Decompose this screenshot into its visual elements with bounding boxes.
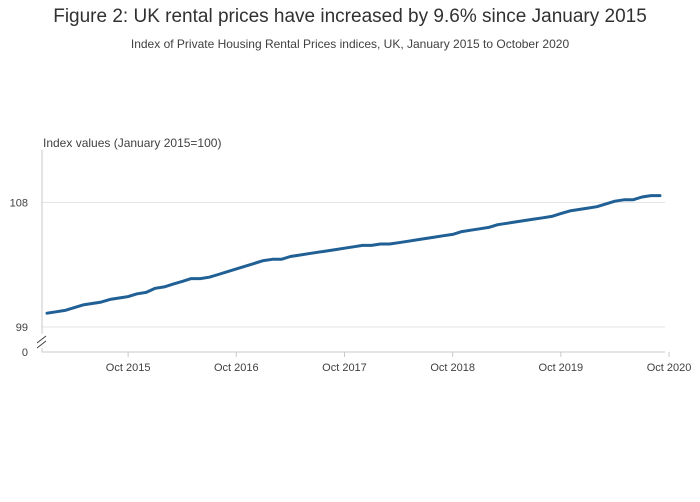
y-tick-label: 99 bbox=[16, 322, 28, 334]
y-tick-label-break: 0 bbox=[22, 347, 28, 359]
x-tick-label: Oct 2015 bbox=[106, 362, 151, 374]
y-axis-title: Index values (January 2015=100) bbox=[43, 136, 221, 150]
x-tick-label: Oct 2018 bbox=[430, 362, 475, 374]
axis-break-mark bbox=[36, 340, 47, 349]
gridlines bbox=[42, 202, 665, 328]
y-tick-label: 108 bbox=[10, 198, 28, 210]
y-axis-ticks: 99 108 0 bbox=[10, 198, 28, 359]
x-tick-label: Oct 2019 bbox=[539, 362, 584, 374]
axis-break-gap bbox=[36, 334, 48, 348]
x-tick-label: Oct 2020 bbox=[647, 362, 692, 374]
axes bbox=[36, 150, 665, 353]
x-axis-ticks: Oct 2015 Oct 2016 Oct 2017 Oct 2018 Oct 2019… bbox=[106, 352, 692, 374]
x-tick-label: Oct 2017 bbox=[322, 362, 367, 374]
chart-subtitle: Index of Private Housing Rental Prices i… bbox=[130, 37, 570, 51]
series-line bbox=[45, 194, 662, 315]
series-group bbox=[45, 194, 662, 315]
axis-break-mark bbox=[36, 335, 47, 344]
x-tick-label: Oct 2016 bbox=[214, 362, 259, 374]
chart-title: Figure 2: UK rental prices have increase… bbox=[53, 6, 647, 27]
